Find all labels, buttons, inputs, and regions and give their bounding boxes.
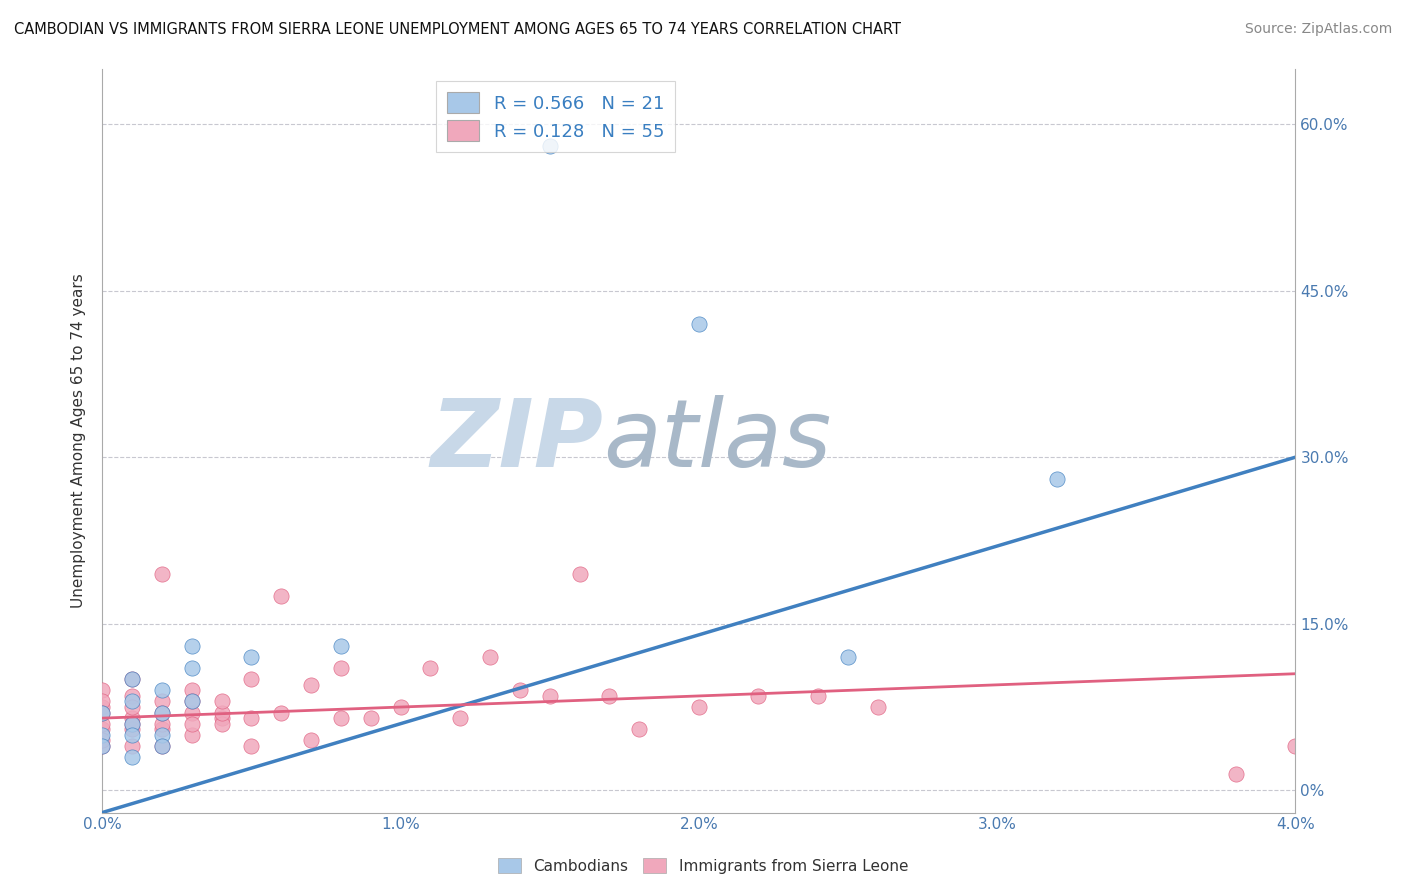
Point [240,673,263,687]
Point [91,706,114,720]
Point [121,716,143,731]
Point [91,739,114,753]
Point [329,661,352,675]
Point [180,716,202,731]
Point [1284,739,1306,753]
Point [1225,766,1247,780]
Point [240,650,263,665]
Y-axis label: Unemployment Among Ages 65 to 74 years: Unemployment Among Ages 65 to 74 years [72,273,86,608]
Point [449,711,471,725]
Point [1046,472,1069,486]
Point [121,750,143,764]
Point [91,723,114,737]
Point [91,683,114,698]
Legend: Cambodians, Immigrants from Sierra Leone: Cambodians, Immigrants from Sierra Leone [492,852,914,880]
Point [150,728,173,742]
Point [180,683,202,698]
Point [866,700,889,714]
Text: CAMBODIAN VS IMMIGRANTS FROM SIERRA LEONE UNEMPLOYMENT AMONG AGES 65 TO 74 YEARS: CAMBODIAN VS IMMIGRANTS FROM SIERRA LEON… [14,22,901,37]
Point [479,650,502,665]
Point [150,739,173,753]
Point [121,694,143,708]
Point [240,739,263,753]
Point [150,706,173,720]
Point [747,689,769,703]
Point [299,678,322,692]
Point [91,700,114,714]
Point [150,683,173,698]
Point [419,661,441,675]
Point [538,689,561,703]
Point [628,723,651,737]
Point [121,700,143,714]
Point [807,689,830,703]
Point [329,711,352,725]
Point [270,706,292,720]
Text: atlas: atlas [603,395,831,486]
Point [211,711,233,725]
Point [329,639,352,653]
Point [150,739,173,753]
Point [121,739,143,753]
Point [688,700,710,714]
Point [180,706,202,720]
Point [121,728,143,742]
Point [299,733,322,747]
Point [211,716,233,731]
Point [121,723,143,737]
Point [91,733,114,747]
Point [180,694,202,708]
Point [270,589,292,603]
Point [91,706,114,720]
Point [121,673,143,687]
Point [91,728,114,742]
Point [509,683,531,698]
Point [150,716,173,731]
Point [180,694,202,708]
Point [91,716,114,731]
Point [121,673,143,687]
Point [180,639,202,653]
Point [389,700,412,714]
Point [150,566,173,581]
Point [150,694,173,708]
Point [121,716,143,731]
Point [211,706,233,720]
Point [180,728,202,742]
Point [121,689,143,703]
Point [150,706,173,720]
Point [538,139,561,153]
Text: ZIP: ZIP [430,394,603,486]
Point [598,689,620,703]
Point [91,739,114,753]
Point [150,723,173,737]
Point [688,317,710,331]
Point [211,694,233,708]
Point [121,711,143,725]
Text: Source: ZipAtlas.com: Source: ZipAtlas.com [1244,22,1392,37]
Point [91,694,114,708]
Point [180,661,202,675]
Point [360,711,382,725]
Legend: R = 0.566   N = 21, R = 0.128   N = 55: R = 0.566 N = 21, R = 0.128 N = 55 [436,81,675,152]
Point [240,711,263,725]
Point [568,566,591,581]
Point [837,650,859,665]
